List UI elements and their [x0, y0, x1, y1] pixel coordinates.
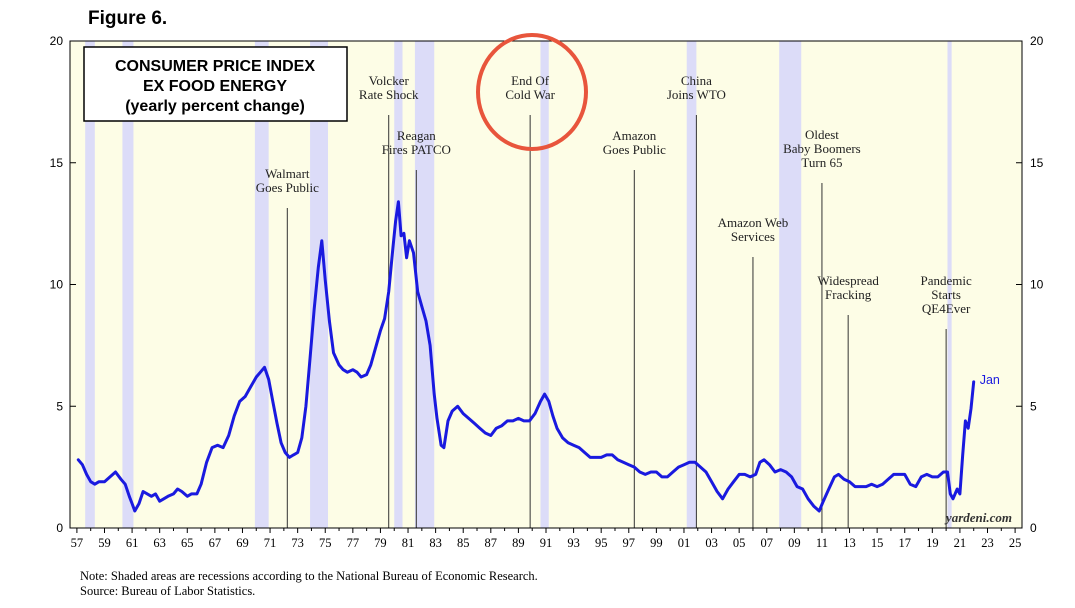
recession-band — [394, 41, 403, 528]
event-label: Services — [731, 229, 775, 244]
recession-band — [540, 41, 549, 528]
event-label: Volcker — [369, 73, 410, 88]
x-tick-label: 85 — [457, 536, 470, 550]
source-note: Source: Bureau of Labor Statistics. — [80, 584, 256, 598]
x-tick-label: 07 — [761, 536, 774, 550]
x-tick-label: 19 — [926, 536, 939, 550]
x-tick-label: 63 — [153, 536, 166, 550]
event-label: Joins WTO — [667, 87, 726, 102]
event-label: Fires PATCO — [382, 142, 451, 157]
x-tick-label: 93 — [567, 536, 580, 550]
title-box-frame — [83, 46, 348, 122]
x-tick-label: 25 — [1009, 536, 1022, 550]
source-watermark: yardeni.com — [944, 510, 1012, 525]
x-tick-label: 79 — [374, 536, 387, 550]
x-tick-label: 65 — [181, 536, 194, 550]
footnotes: Note: Shaded areas are recessions accord… — [80, 569, 538, 599]
recession-bands — [85, 41, 952, 528]
event-label: Goes Public — [256, 180, 319, 195]
event-label: QE4Ever — [922, 301, 971, 316]
x-tick-label: 57 — [71, 536, 84, 550]
x-tick-label: 23 — [981, 536, 994, 550]
x-tick-label: 09 — [788, 536, 801, 550]
chart-title-box: CONSUMER PRICE INDEX EX FOOD ENERGY (yea… — [83, 46, 348, 122]
event-label: Starts — [931, 287, 961, 302]
x-tick-label: 87 — [485, 536, 498, 550]
series-line — [76, 200, 976, 513]
recession-band — [85, 41, 95, 528]
y-tick-label-right: 10 — [1030, 278, 1044, 292]
x-tick-label: 03 — [705, 536, 718, 550]
x-tick-label: 67 — [209, 536, 222, 550]
event-label: Pandemic — [920, 273, 971, 288]
recession-band — [414, 41, 435, 528]
x-tick-label: 71 — [264, 536, 277, 550]
x-tick-label: 95 — [595, 536, 608, 550]
x-tick-label: 61 — [126, 536, 139, 550]
event-label: Cold War — [505, 87, 555, 102]
y-tick-label-right: 20 — [1030, 34, 1044, 48]
y-tick-label-right: 5 — [1030, 399, 1037, 413]
y-tick-label-left: 10 — [50, 278, 64, 292]
chart-title-line: EX FOOD ENERGY — [143, 78, 287, 95]
x-tick-label: 73 — [291, 536, 304, 550]
x-tick-label: 91 — [540, 536, 553, 550]
figure-label: Figure 6. — [88, 8, 168, 29]
y-tick-label-left: 20 — [50, 34, 64, 48]
x-tick-label: 97 — [623, 536, 636, 550]
x-tick-label: 69 — [236, 536, 249, 550]
event-label: Reagan — [397, 128, 436, 143]
x-tick-label: 75 — [319, 536, 332, 550]
y-tick-label-left: 0 — [56, 521, 63, 535]
event-label: Rate Shock — [359, 87, 419, 102]
event-label: Amazon Web — [718, 215, 789, 230]
x-tick-label: 99 — [650, 536, 663, 550]
x-tick-label: 89 — [512, 536, 525, 550]
chart-subtitle: (yearly percent change) — [125, 98, 305, 115]
event-label: End Of — [511, 73, 550, 88]
x-tick-label: 17 — [898, 536, 911, 550]
recession-band — [310, 41, 329, 528]
recession-band — [947, 41, 952, 528]
chart-title-line: CONSUMER PRICE INDEX — [115, 58, 315, 75]
x-tick-label: 11 — [816, 536, 828, 550]
series-layer — [76, 200, 976, 513]
y-tick-label-right: 0 — [1030, 521, 1037, 535]
x-tick-label: 15 — [871, 536, 884, 550]
x-tick-label: 13 — [843, 536, 856, 550]
recession-band — [254, 41, 269, 528]
series-end-label: Jan — [980, 373, 1000, 387]
event-label: China — [681, 73, 712, 88]
x-tick-label: 83 — [429, 536, 442, 550]
y-tick-label-right: 15 — [1030, 156, 1044, 170]
event-label: Amazon — [612, 128, 657, 143]
x-tick-label: 01 — [678, 536, 691, 550]
x-tick-label: 21 — [954, 536, 967, 550]
event-label: Turn 65 — [801, 155, 842, 170]
event-label: Baby Boomers — [783, 141, 861, 156]
recession-band — [122, 41, 134, 528]
recession-band — [779, 41, 802, 528]
y-tick-label-left: 15 — [50, 156, 64, 170]
event-label: Goes Public — [603, 142, 666, 157]
y-tick-label-left: 5 — [56, 399, 63, 413]
event-label: Oldest — [805, 127, 839, 142]
x-tick-label: 77 — [347, 536, 360, 550]
recession-band — [686, 41, 697, 528]
event-label: Widespread — [817, 273, 879, 288]
cold-war-highlight-circle — [476, 33, 588, 151]
event-label: Fracking — [825, 287, 872, 302]
x-tick-label: 05 — [733, 536, 746, 550]
recession-note: Note: Shaded areas are recessions accord… — [80, 569, 538, 583]
x-tick-label: 59 — [98, 536, 111, 550]
event-label: Walmart — [265, 166, 310, 181]
x-tick-label: 81 — [402, 536, 415, 550]
